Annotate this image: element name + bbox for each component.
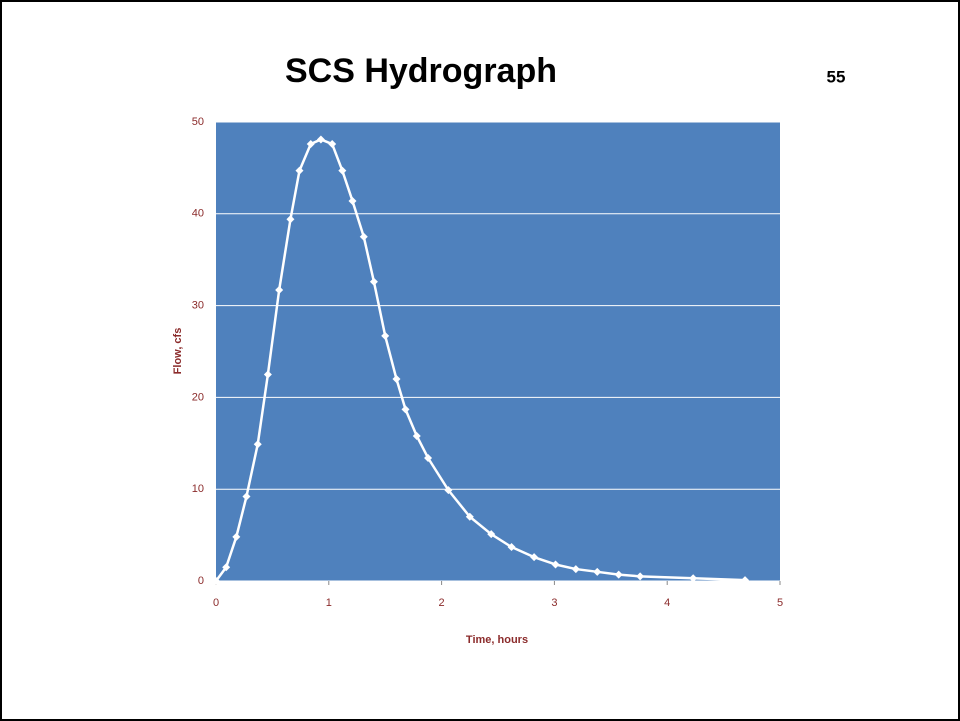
marker: [465, 512, 474, 521]
marker: [286, 215, 295, 224]
y-tick-label: 20: [192, 391, 204, 403]
marker: [275, 285, 284, 294]
y-tick-label: 0: [198, 575, 204, 587]
marker: [222, 563, 231, 572]
marker: [412, 431, 421, 440]
x-tick-label: 1: [326, 597, 332, 609]
marker: [263, 370, 272, 379]
marker: [741, 576, 750, 585]
marker: [212, 577, 220, 585]
y-tick-label: 40: [192, 208, 204, 220]
x-tick-label: 5: [777, 597, 783, 609]
marker: [348, 196, 357, 205]
x-axis-label: Time, hours: [466, 634, 528, 646]
y-tick-label: 10: [192, 483, 204, 495]
y-axis-label: Flow, cfs: [172, 328, 184, 375]
marker: [242, 492, 251, 501]
marker: [444, 486, 453, 495]
marker: [359, 232, 368, 241]
marker: [253, 440, 262, 449]
marker: [401, 405, 410, 414]
x-tick-label: 3: [551, 597, 557, 609]
marker: [328, 140, 337, 149]
marker: [306, 140, 315, 149]
x-tick-label: 4: [664, 597, 670, 609]
marker: [295, 166, 304, 175]
marker: [316, 135, 325, 144]
chart-title: SCS Hydrograph: [285, 52, 557, 90]
x-tick-label: 0: [213, 597, 219, 609]
marker: [232, 532, 241, 541]
marker: [636, 572, 645, 581]
marker: [381, 331, 390, 340]
x-tick-label: 2: [439, 597, 445, 609]
marker: [487, 530, 496, 539]
marker: [689, 574, 698, 583]
y-tick-label: 50: [192, 116, 204, 128]
marker: [530, 553, 539, 562]
marker: [614, 570, 623, 579]
y-tick-label: 30: [192, 300, 204, 312]
marker: [392, 375, 401, 384]
marker: [507, 543, 516, 552]
marker: [593, 567, 602, 576]
page-number: 55: [827, 67, 846, 86]
marker: [338, 166, 347, 175]
plot-area: [216, 122, 780, 581]
marker: [369, 277, 378, 286]
marker: [571, 565, 580, 574]
marker: [551, 560, 560, 569]
marker: [424, 453, 433, 462]
